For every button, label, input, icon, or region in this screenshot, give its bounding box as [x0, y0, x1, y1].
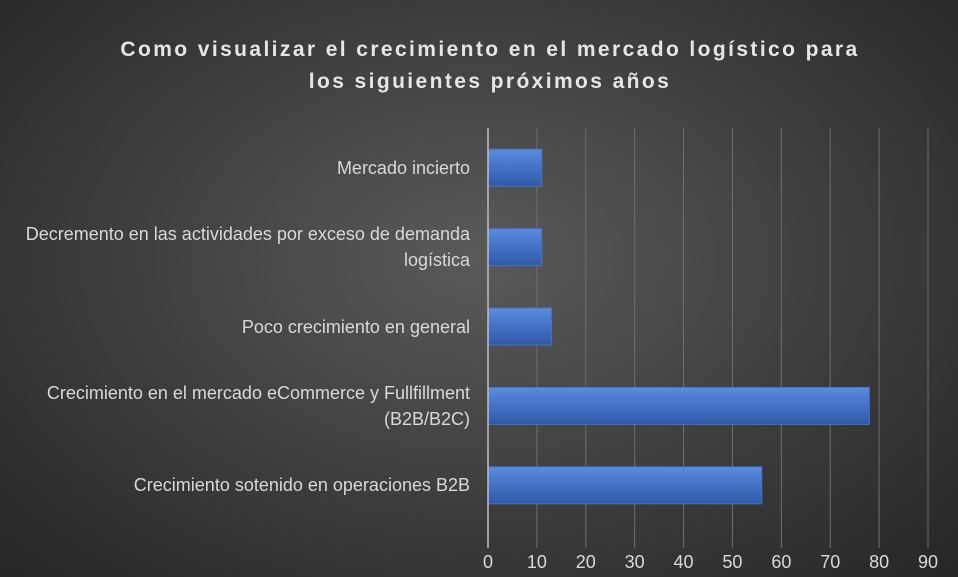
x-tick-label: 60 [771, 552, 791, 572]
y-tick-label: Poco crecimiento en general [241, 316, 470, 337]
bar [487, 307, 553, 346]
bar [487, 386, 870, 425]
y-tick-label: Mercado incierto [336, 157, 470, 178]
x-tick-label: 40 [674, 552, 694, 572]
x-tick-label: 50 [722, 552, 742, 572]
bar [487, 148, 543, 187]
x-tick-label: 90 [918, 552, 938, 572]
x-tick-label: 30 [625, 552, 645, 572]
bar [487, 466, 763, 505]
bar [487, 228, 543, 267]
x-tick-label: 70 [820, 552, 840, 572]
x-tick-label: 80 [869, 552, 889, 572]
y-tick-label: Decremento en las actividades por exceso… [25, 224, 470, 271]
y-tick-label: Crecimiento en el mercado eCommerce y Fu… [46, 382, 470, 429]
y-tick-label: Crecimiento sotenido en operaciones B2B [133, 475, 470, 496]
chart-title: Como visualizar el crecimiento en el mer… [120, 38, 860, 93]
x-tick-label: 20 [576, 552, 596, 572]
x-tick-label: 0 [483, 552, 493, 572]
x-tick-label: 10 [527, 552, 547, 572]
